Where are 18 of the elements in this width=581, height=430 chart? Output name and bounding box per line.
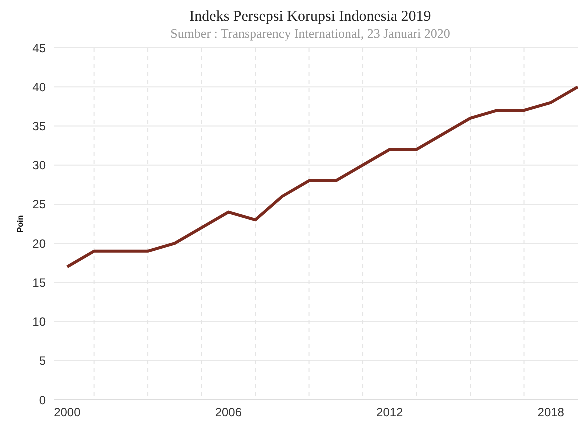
x-tick-label: 2012	[376, 406, 404, 420]
y-tick-label: 35	[32, 119, 46, 134]
y-axis-title: Poin	[16, 215, 25, 233]
y-tick-label: 15	[32, 276, 46, 290]
y-tick-label: 45	[32, 41, 46, 56]
chart-subtitle: Sumber : Transparency International, 23 Januari 2020	[170, 26, 452, 42]
x-tick-label: 2018	[538, 406, 565, 420]
y-tick-label: 10	[32, 315, 46, 330]
x-tick-label: 2006	[215, 406, 242, 420]
y-tick-label: 0	[39, 393, 46, 408]
y-tick-label: 5	[39, 354, 46, 368]
y-tick-label: 30	[32, 158, 46, 173]
y-tick-label: 20	[32, 236, 46, 251]
y-tick-label: 25	[32, 198, 46, 212]
x-tick-label: 2000	[54, 406, 82, 420]
y-tick-label: 40	[32, 80, 46, 94]
line-series	[66, 86, 578, 269]
chart-title: Indeks Persepsi Korupsi Indonesia 2019	[188, 8, 432, 26]
